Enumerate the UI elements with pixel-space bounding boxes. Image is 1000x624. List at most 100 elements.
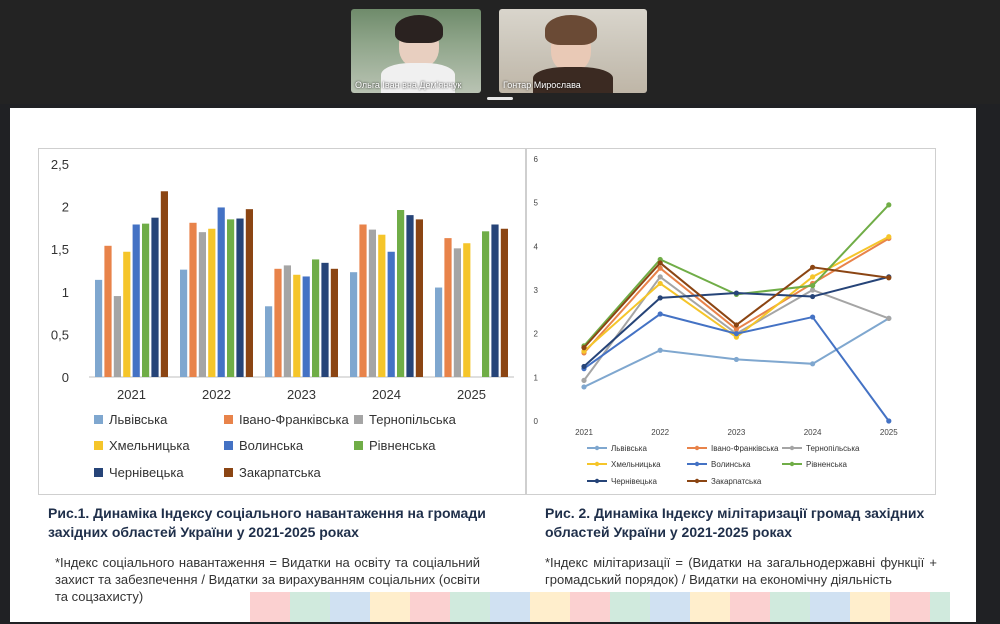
data-point (657, 260, 663, 266)
bar (330, 268, 338, 377)
legend-label: Чернівецька (109, 465, 184, 480)
bar (151, 217, 159, 377)
slide-decoration (250, 592, 950, 622)
bar (312, 259, 320, 377)
y-tick-label: 2 (62, 200, 69, 215)
data-point (733, 331, 739, 337)
participant-video-2[interactable]: Гонтар Мирослава (499, 9, 647, 93)
y-tick-label: 5 (534, 199, 539, 208)
bar (104, 245, 112, 377)
y-tick-label: 0 (534, 417, 539, 426)
participant-name-2: Гонтар Мирослава (503, 80, 581, 90)
y-tick-label: 0,5 (51, 327, 69, 342)
data-point (886, 275, 892, 281)
bar-chart: 0 0,5 1 1,5 2 2,5 2021 2022 2023 2024 2025 Львівськ… (51, 157, 514, 480)
legend-swatch (94, 468, 103, 477)
x-tick-label: 2022 (202, 387, 231, 402)
bar (453, 248, 461, 377)
data-point (810, 274, 816, 280)
x-tick-label: 2024 (372, 387, 401, 402)
data-point (657, 274, 663, 280)
x-tick-label: 2023 (287, 387, 316, 402)
y-tick-label: 2 (534, 330, 539, 339)
bar (387, 251, 395, 377)
bar (415, 219, 423, 377)
legend-label: Волинська (239, 438, 304, 453)
legend-marker (694, 445, 700, 451)
legend-label: Львівська (109, 412, 168, 427)
data-point (810, 264, 816, 270)
bar (463, 243, 471, 377)
legend-label: Тернопільська (806, 444, 860, 453)
figure-2-note: *Індекс мілітаризації = (Видатки на зага… (545, 555, 937, 587)
data-point (733, 322, 739, 328)
bar (265, 306, 273, 377)
bar (274, 268, 282, 377)
bar (321, 262, 329, 377)
legend-label: Тернопільська (369, 412, 457, 427)
figure-1-note: *Індекс соціального навантаження = Видат… (55, 555, 480, 604)
legend-marker (789, 461, 795, 467)
data-point (581, 384, 587, 390)
bar (378, 234, 386, 377)
line-chart: 0 1 2 3 4 5 6 2021 2022 2023 2024 2025 Львівська Іван… (534, 155, 899, 486)
data-point (810, 314, 816, 320)
bar (500, 228, 508, 377)
data-point (733, 356, 739, 363)
legend-swatch (224, 441, 233, 450)
legend-label: Рівненська (806, 460, 847, 469)
data-point (657, 311, 663, 317)
bar (491, 224, 499, 377)
figure-1-caption: Рис.1. Динаміка Індексу соціального нава… (48, 505, 486, 540)
y-tick-label: 0 (62, 370, 69, 385)
legend-swatch (94, 441, 103, 450)
data-point (733, 290, 739, 296)
bar (245, 209, 253, 377)
data-point (581, 363, 587, 370)
bar (406, 215, 414, 377)
y-tick-label: 2,5 (51, 157, 69, 172)
y-tick-label: 1 (534, 373, 539, 382)
legend-swatch (224, 468, 233, 477)
legend-label: Хмельницька (109, 438, 190, 453)
x-tick-label: 2025 (880, 428, 898, 437)
legend-swatch (94, 415, 103, 424)
legend-marker (594, 445, 600, 451)
shared-slide: 0 0,5 1 1,5 2 2,5 2021 2022 2023 2024 2025 Львівськ… (10, 108, 976, 622)
x-tick-label: 2021 (575, 428, 593, 437)
legend-label: Хмельницька (611, 460, 661, 469)
drag-handle[interactable] (487, 97, 513, 100)
participant-name-1: Ольга Іван вна Дем'янчук (355, 80, 462, 90)
legend-marker (789, 445, 795, 451)
x-tick-label: 2024 (804, 428, 822, 437)
x-tick-label: 2022 (651, 428, 669, 437)
bar (189, 222, 197, 377)
legend-label: Івано-Франківська (239, 412, 349, 427)
data-point (810, 283, 816, 289)
x-tick-label: 2023 (728, 428, 746, 437)
legend-label: Волинська (711, 460, 751, 469)
bar (208, 228, 216, 377)
legend-swatch (354, 415, 363, 424)
bar (359, 224, 367, 377)
bar (368, 229, 376, 377)
figure-2-caption: Рис. 2. Динаміка Індексу мілітаризації г… (545, 505, 925, 540)
bar (444, 238, 452, 377)
legend-label: Львівська (611, 444, 647, 453)
bar (482, 231, 490, 377)
legend-swatch (224, 415, 233, 424)
bar (180, 269, 188, 377)
data-point (810, 361, 816, 367)
video-strip: Ольга Іван вна Дем'янчук Гонтар Мирослав… (0, 0, 1000, 104)
data-point (810, 293, 816, 300)
participant-video-1[interactable]: Ольга Іван вна Дем'янчук (351, 9, 481, 93)
bar (160, 191, 168, 377)
bar (198, 232, 206, 377)
legend-label: Закарпатська (239, 465, 322, 480)
chart-2-panel: 0 1 2 3 4 5 6 2021 2022 2023 2024 2025 Львівська Іван… (526, 148, 936, 495)
chart-1-panel: 0 0,5 1 1,5 2 2,5 2021 2022 2023 2024 2025 Львівськ… (38, 148, 526, 495)
bar (142, 223, 150, 377)
legend-label: Івано-Франківська (711, 444, 779, 453)
data-point (886, 315, 892, 321)
y-tick-label: 1 (62, 285, 69, 300)
